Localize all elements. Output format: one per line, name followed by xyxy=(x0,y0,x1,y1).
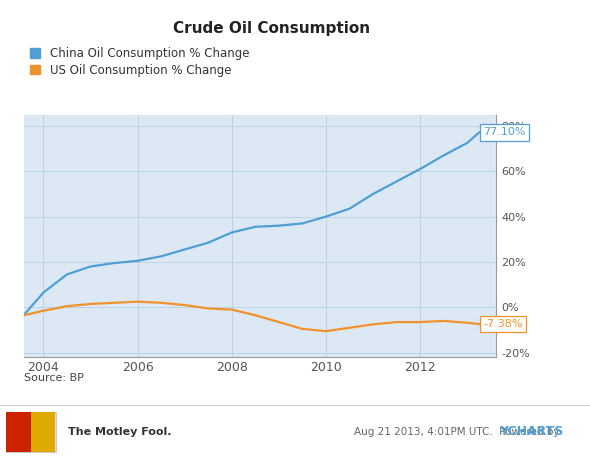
Text: Source: BP: Source: BP xyxy=(24,373,83,383)
FancyBboxPatch shape xyxy=(6,412,56,452)
Text: YCHARTS: YCHARTS xyxy=(499,425,563,438)
Text: The Motley Fool.: The Motley Fool. xyxy=(68,427,171,436)
FancyBboxPatch shape xyxy=(6,412,31,452)
Text: Crude Oil Consumption: Crude Oil Consumption xyxy=(173,21,370,36)
Text: Aug 21 2013, 4:01PM UTC.  Powered by: Aug 21 2013, 4:01PM UTC. Powered by xyxy=(354,427,563,436)
Text: -7.38%: -7.38% xyxy=(483,319,523,329)
Text: 77.10%: 77.10% xyxy=(483,127,526,137)
FancyBboxPatch shape xyxy=(31,412,55,452)
Legend: China Oil Consumption % Change, US Oil Consumption % Change: China Oil Consumption % Change, US Oil C… xyxy=(30,47,249,76)
